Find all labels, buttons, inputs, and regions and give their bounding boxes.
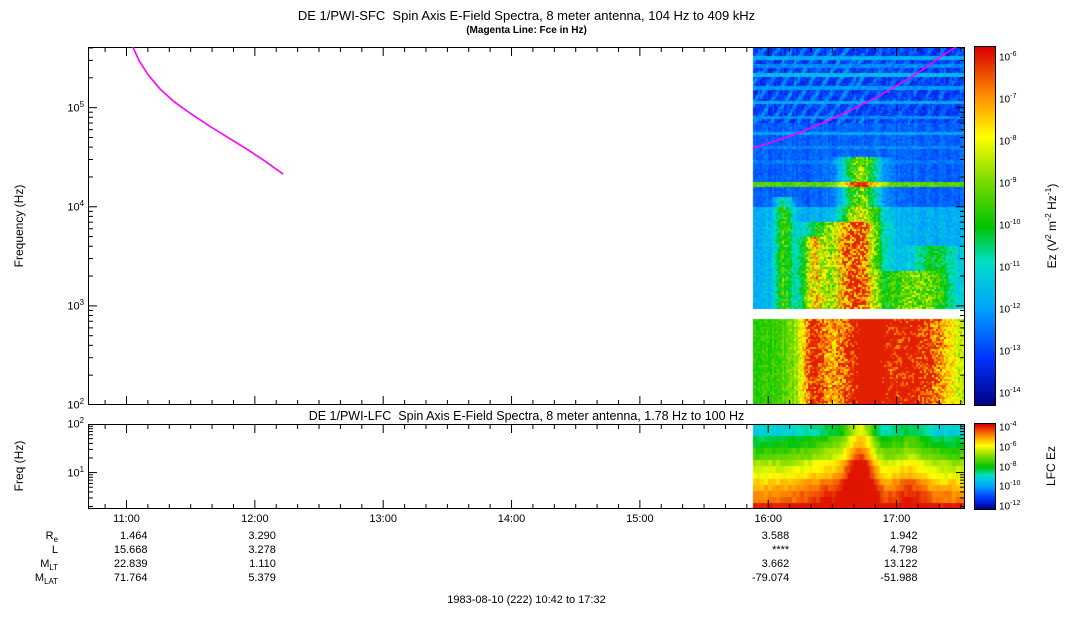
sfc-colorbar-tick-label: 10-8 — [999, 133, 1017, 148]
sfc-colorbar-tick-label: 10-6 — [999, 49, 1017, 64]
sfc-colorbar-tick-label: 10-7 — [999, 91, 1017, 106]
ephemeris-value: 3.278 — [248, 544, 276, 556]
ephemeris-value: 22.839 — [113, 558, 148, 570]
ephemeris-row-label: MLT — [40, 558, 58, 573]
ephemeris-value: 1.464 — [119, 530, 148, 542]
x-axis-tick-label: 13:00 — [369, 513, 397, 525]
x-axis-tick-label: 14:00 — [497, 513, 526, 525]
lfc-title: DE 1/PWI-LFC Spin Axis E-Field Spectra, … — [308, 409, 745, 423]
lfc-colorbar-tick-label: 10-10 — [999, 478, 1021, 493]
ephemeris-value: -51.988 — [880, 572, 918, 584]
ephemeris-value: 3.662 — [761, 558, 790, 570]
ephemeris-row-label: MLAT — [34, 572, 58, 587]
lfc-colorbar-tick-label: 10-6 — [999, 438, 1017, 454]
ephemeris-value: 1.942 — [890, 530, 918, 542]
x-axis-tick-label: 11:00 — [113, 513, 140, 525]
lfc-axes-overlay — [88, 424, 965, 509]
ephemeris-row-label: Re — [45, 530, 58, 545]
sfc-colorbar-tick-label: 10-9 — [999, 175, 1017, 190]
lfc-colorbar-tick-label: 10-12 — [999, 498, 1021, 513]
sfc-y-tick-label: 102 — [67, 397, 84, 412]
sfc-colorbar-label: Ez (V2 m-2 Hz-1) — [1043, 183, 1060, 269]
lfc-colorbar-label: LFC Ez — [1044, 445, 1059, 487]
fce-line — [132, 47, 284, 175]
x-axis-tick-label: 15:00 — [626, 513, 654, 525]
sfc-colorbar-tick-label: 10-14 — [999, 385, 1021, 400]
x-axis-tick-label: 17:00 — [882, 513, 911, 525]
ephemeris-value: **** — [772, 544, 790, 556]
ephemeris-value: 5.379 — [248, 572, 276, 584]
sfc-colorbar-tick-label: 10-11 — [999, 259, 1020, 274]
ephemeris-value: 13.122 — [883, 558, 918, 570]
lfc-y-tick-label: 101 — [67, 464, 84, 480]
sfc-y-tick-label: 104 — [67, 198, 84, 214]
lfc-spectrogram-canvas — [88, 424, 965, 509]
sfc-colorbar-tick-label: 10-13 — [999, 343, 1021, 358]
ephemeris-value: 3.290 — [248, 530, 276, 542]
sfc-spectrogram-canvas — [88, 47, 965, 405]
lfc-plot-area — [88, 424, 965, 509]
lfc-colorbar — [974, 423, 996, 510]
sfc-y-tick-label: 105 — [67, 99, 84, 115]
x-axis-tick-label: 12:00 — [241, 513, 269, 525]
ephemeris-value: -79.074 — [751, 572, 790, 584]
fce-line — [752, 47, 957, 150]
lfc-y-axis-label: Freq (Hz) — [12, 440, 27, 492]
ephemeris-value: 1.110 — [249, 558, 276, 570]
x-axis-tick-label: 16:00 — [754, 513, 782, 525]
footer-date-range: 1983-08-10 (222) 10:42 to 17:32 — [447, 594, 606, 606]
sfc-colorbar-tick-label: 10-10 — [999, 217, 1021, 232]
sfc-colorbar — [974, 46, 996, 406]
ephemeris-value: 3.588 — [761, 530, 790, 542]
lfc-colorbar-tick-label: 10-8 — [999, 458, 1017, 473]
sfc-title: DE 1/PWI-SFC Spin Axis E-Field Spectra, … — [297, 8, 756, 23]
sfc-subtitle: (Magenta Line: Fce in Hz) — [466, 25, 587, 36]
sfc-plot-area — [88, 47, 965, 405]
sfc-colorbar-tick-label: 10-12 — [999, 301, 1021, 316]
ephemeris-row-label: L — [51, 544, 58, 556]
ephemeris-value: 4.798 — [890, 544, 918, 556]
ephemeris-value: 15.668 — [113, 544, 148, 556]
sfc-axes-overlay — [88, 47, 965, 405]
sfc-y-tick-label: 103 — [67, 297, 84, 313]
lfc-colorbar-tick-label: 10-4 — [999, 419, 1017, 434]
lfc-y-tick-label: 102 — [67, 416, 84, 431]
ephemeris-value: 71.764 — [113, 572, 148, 584]
sfc-y-axis-label: Frequency (Hz) — [12, 184, 27, 268]
